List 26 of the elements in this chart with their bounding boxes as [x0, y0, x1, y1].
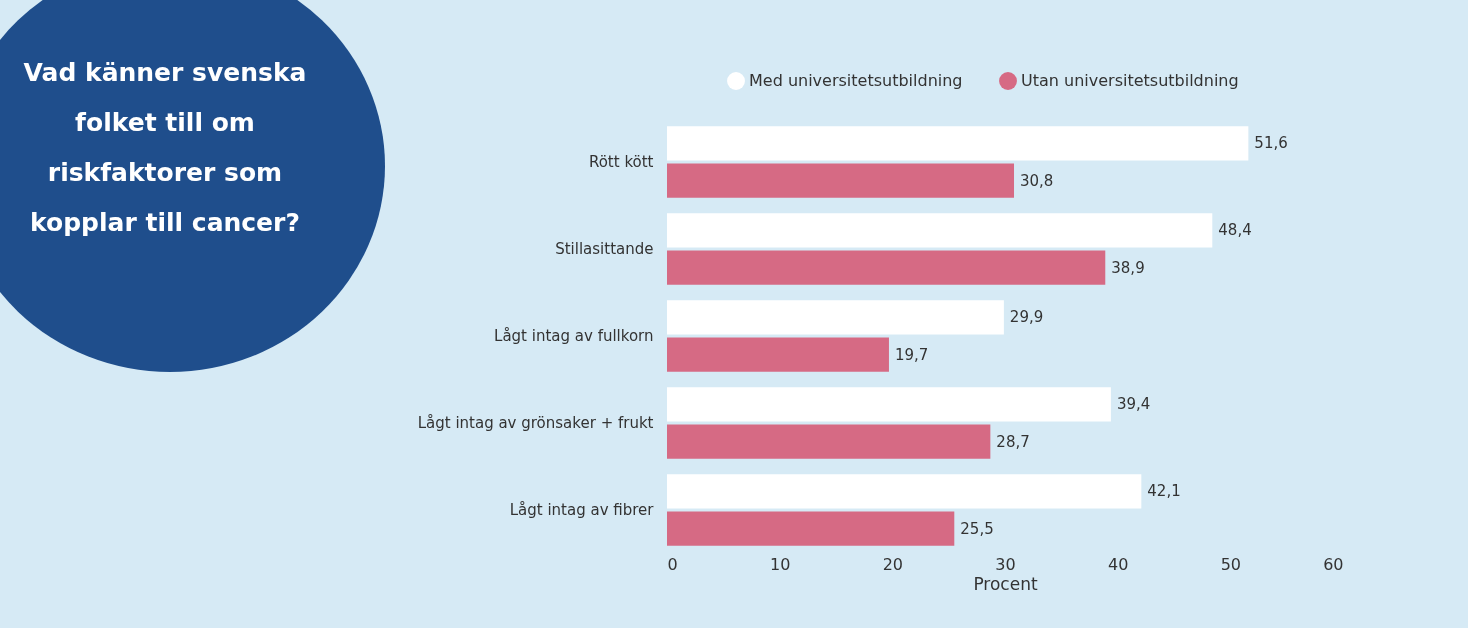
data-label: 48,4: [1218, 221, 1252, 240]
data-label: 38,9: [1111, 258, 1145, 277]
x-tick-label: 10: [769, 554, 791, 574]
x-tick-label: 20: [882, 554, 904, 574]
x-tick-label: 0: [667, 554, 678, 574]
x-tick-label: 50: [1220, 554, 1242, 574]
data-label: 25,5: [960, 519, 994, 538]
legend-label: Med universitetsutbildning: [749, 71, 963, 91]
data-label: 39,4: [1116, 395, 1151, 414]
data-label: 19,7: [894, 345, 929, 364]
y-tick-label: Lågt intag av grönsaker + frukt: [417, 413, 654, 432]
x-tick-label: 60: [1323, 554, 1344, 574]
text: Vad känner svenska folket till om riskfaktorer som kopplar till cancer?: [22, 57, 308, 239]
y-tick-label: Lågt intag av fibrer: [509, 500, 655, 519]
y-tick-label: Stillasittande: [555, 240, 654, 259]
y-tick-label: Rött kött: [588, 153, 654, 172]
data-label: 42,1: [1147, 482, 1181, 501]
data-label: 51,6: [1254, 134, 1288, 153]
data-label: 30,8: [1020, 171, 1054, 190]
y-tick-label: Lågt intag av fullkorn: [494, 327, 654, 345]
x-axis-title: Procent: [973, 573, 1038, 594]
x-tick-label: 30: [995, 554, 1016, 574]
x-tick-label: 40: [1107, 554, 1129, 574]
data-label: 28,7: [996, 432, 1030, 451]
legend-label: Utan universitetsutbildning: [1021, 71, 1239, 91]
data-label: 29,9: [1009, 308, 1044, 327]
